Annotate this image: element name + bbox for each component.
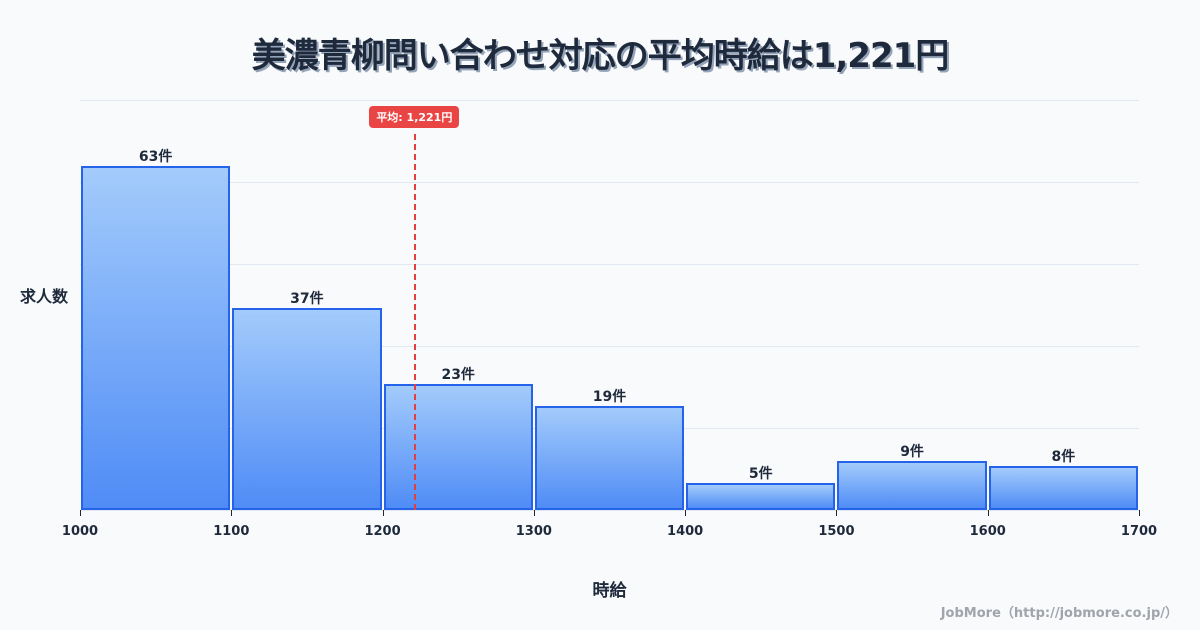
histogram-bar: 8件 — [988, 449, 1138, 510]
bar-value-label: 9件 — [900, 443, 924, 460]
x-tick-label: 1000 — [61, 524, 99, 539]
y-axis-label: 求人数 — [20, 287, 69, 306]
gridline — [80, 182, 1139, 183]
x-tick-label: 1200 — [364, 524, 401, 539]
histogram-bar: 9件 — [837, 444, 987, 510]
bar-value-label: 19件 — [592, 389, 627, 406]
gridline — [80, 346, 1139, 347]
x-tick — [1139, 510, 1140, 516]
average-badge: 平均: 1,221円 — [369, 106, 460, 128]
plot-area: 63件 37件 23件 19件 5件 9件 8件 平均: 1,221円 — [80, 100, 1139, 511]
gridline — [80, 100, 1139, 101]
bar-value-label: 63件 — [138, 148, 173, 165]
x-tick — [987, 510, 989, 516]
x-tick-label: 1700 — [1120, 524, 1158, 539]
average-line — [414, 134, 417, 510]
bar-value-label: 8件 — [1051, 449, 1076, 466]
x-axis-label: 時給 — [592, 581, 627, 601]
bar-value-label: 5件 — [748, 465, 773, 482]
bar-value-label: 23件 — [441, 367, 475, 384]
bar-value-label: 37件 — [290, 290, 324, 307]
histogram-bar: 5件 — [686, 466, 836, 510]
histogram-bar: 19件 — [534, 389, 685, 510]
gridline — [80, 264, 1139, 265]
chart-title: 美濃青柳問い合わせ対応の平均時給は1,221円 — [251, 36, 950, 76]
histogram-bar: 63件 — [81, 149, 231, 510]
gridline — [80, 510, 1139, 511]
x-tick-label: 1100 — [213, 524, 250, 539]
source-credit: JobMore（http://jobmore.co.jp/） — [940, 606, 1178, 621]
x-tick — [533, 510, 535, 516]
x-tick-label: 1400 — [667, 524, 704, 539]
x-tick — [231, 510, 233, 516]
x-tick — [836, 510, 838, 516]
x-tick-label: 1500 — [818, 524, 855, 539]
x-tick-label: 1300 — [515, 524, 552, 539]
histogram-bar: 37件 — [232, 291, 382, 510]
x-tick — [685, 510, 687, 516]
histogram-bar: 23件 — [383, 367, 533, 510]
x-axis: 1000 1100 1200 1300 1400 1500 1600 1700 — [62, 510, 1157, 539]
x-tick — [382, 510, 384, 516]
x-tick-label: 1600 — [969, 524, 1006, 539]
x-tick — [80, 510, 81, 516]
